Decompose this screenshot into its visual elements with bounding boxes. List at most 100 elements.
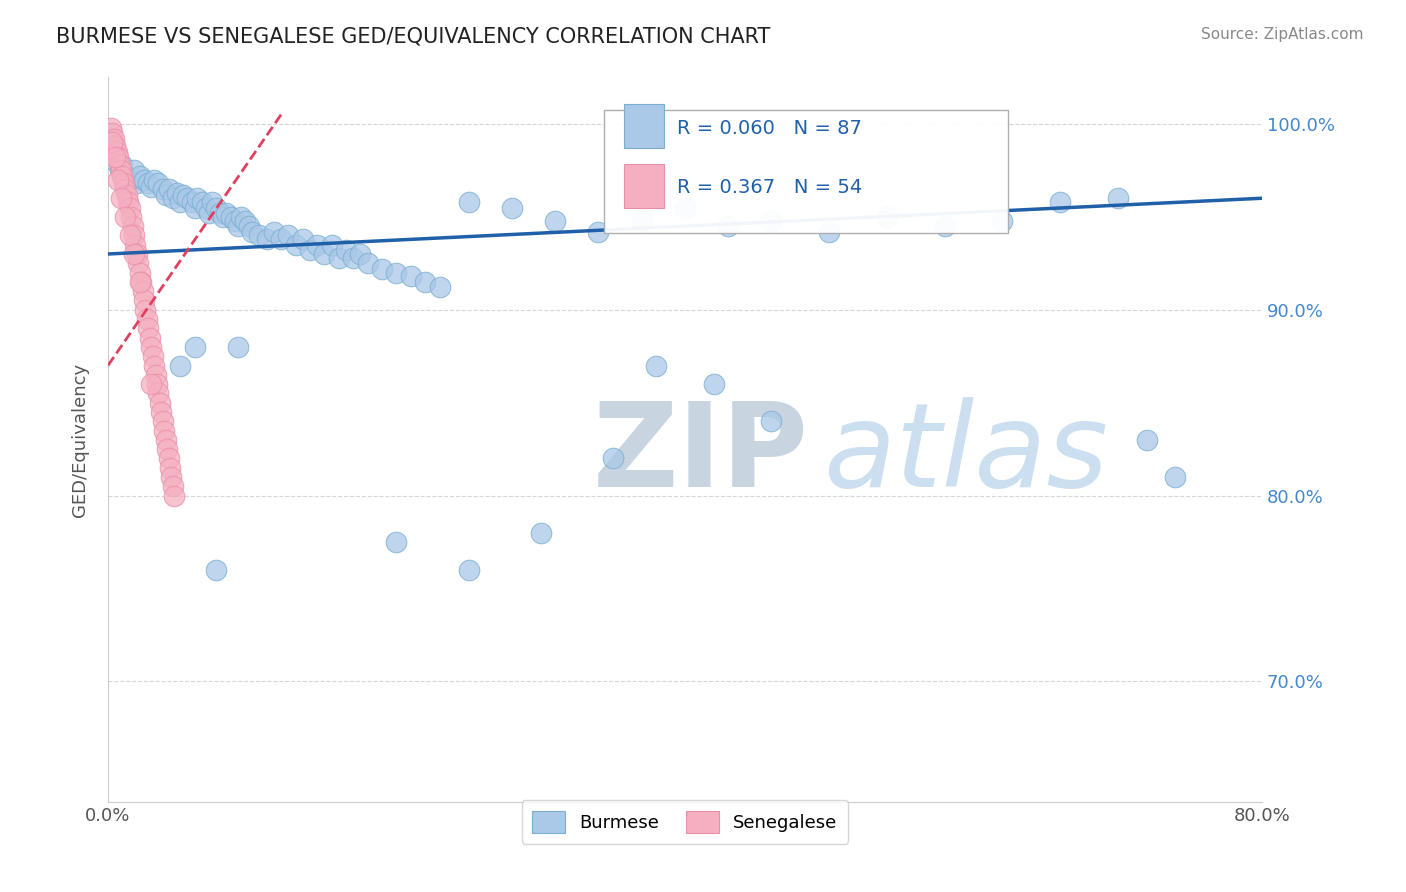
Point xyxy=(673,201,696,215)
Point xyxy=(128,169,150,183)
Point xyxy=(162,479,184,493)
Point xyxy=(143,172,166,186)
Point xyxy=(156,442,179,457)
Point xyxy=(256,232,278,246)
Text: Source: ZipAtlas.com: Source: ZipAtlas.com xyxy=(1201,27,1364,42)
Point xyxy=(209,206,232,220)
Point xyxy=(229,210,252,224)
Point xyxy=(321,237,343,252)
Point xyxy=(121,219,143,234)
Point xyxy=(117,194,139,209)
Point xyxy=(146,377,169,392)
Point xyxy=(127,256,149,270)
Point xyxy=(399,269,422,284)
Point xyxy=(115,187,138,202)
Point xyxy=(240,225,263,239)
Point xyxy=(107,150,129,164)
Point xyxy=(385,535,408,549)
Point xyxy=(101,136,124,150)
Point xyxy=(142,349,165,363)
Point xyxy=(111,169,134,183)
Point xyxy=(125,177,148,191)
Point xyxy=(138,177,160,191)
Point xyxy=(224,213,246,227)
Point xyxy=(238,219,260,234)
Legend: Burmese, Senegalese: Burmese, Senegalese xyxy=(522,800,848,844)
Point xyxy=(152,182,174,196)
Point xyxy=(138,321,160,335)
Point xyxy=(183,340,205,354)
Point xyxy=(157,182,180,196)
Point xyxy=(155,187,177,202)
Point xyxy=(128,266,150,280)
Point xyxy=(101,126,124,140)
Point xyxy=(132,293,155,308)
Point xyxy=(457,194,479,209)
Point xyxy=(129,275,152,289)
Point xyxy=(630,213,652,227)
Point xyxy=(212,210,235,224)
Point xyxy=(104,139,127,153)
Point xyxy=(1135,433,1157,447)
Point xyxy=(114,182,136,196)
Point xyxy=(110,163,132,178)
Point xyxy=(108,163,131,178)
Point xyxy=(413,275,436,289)
Point xyxy=(645,359,668,373)
Point xyxy=(122,228,145,243)
Point xyxy=(233,213,256,227)
Point xyxy=(153,424,176,438)
FancyBboxPatch shape xyxy=(605,110,1008,234)
Text: R = 0.060   N = 87: R = 0.060 N = 87 xyxy=(676,119,862,137)
Point xyxy=(457,563,479,577)
Point xyxy=(100,120,122,135)
Text: R = 0.367   N = 54: R = 0.367 N = 54 xyxy=(676,178,862,197)
Point xyxy=(162,191,184,205)
Point xyxy=(818,225,841,239)
Point xyxy=(148,386,170,401)
Point xyxy=(149,395,172,409)
Point xyxy=(141,180,163,194)
Point xyxy=(141,377,163,392)
Point xyxy=(124,237,146,252)
Point xyxy=(125,247,148,261)
Point xyxy=(157,451,180,466)
Point xyxy=(183,201,205,215)
Point xyxy=(588,225,610,239)
Point xyxy=(176,191,198,205)
Point xyxy=(128,275,150,289)
Point xyxy=(131,284,153,298)
Point xyxy=(717,219,740,234)
Point xyxy=(118,228,141,243)
Point xyxy=(122,163,145,178)
Point xyxy=(1164,470,1187,484)
Point xyxy=(132,172,155,186)
Point xyxy=(761,213,783,227)
Point xyxy=(298,244,321,258)
Point xyxy=(169,359,191,373)
Point xyxy=(122,247,145,261)
Point xyxy=(371,261,394,276)
Point xyxy=(160,470,183,484)
Point xyxy=(172,187,194,202)
Point xyxy=(876,210,898,224)
Point xyxy=(703,377,725,392)
Point xyxy=(166,186,188,200)
Point xyxy=(205,201,228,215)
Point xyxy=(104,150,127,164)
Point xyxy=(314,247,336,261)
Point xyxy=(118,172,141,186)
Point xyxy=(263,225,285,239)
Point xyxy=(155,433,177,447)
Point xyxy=(145,368,167,382)
Point xyxy=(198,206,221,220)
Point xyxy=(143,359,166,373)
Point xyxy=(148,177,170,191)
Point xyxy=(169,194,191,209)
Point xyxy=(186,191,208,205)
Point xyxy=(270,232,292,246)
Point xyxy=(107,172,129,186)
Point xyxy=(356,256,378,270)
Bar xyxy=(624,164,664,208)
Y-axis label: GED/Equivalency: GED/Equivalency xyxy=(72,363,89,517)
